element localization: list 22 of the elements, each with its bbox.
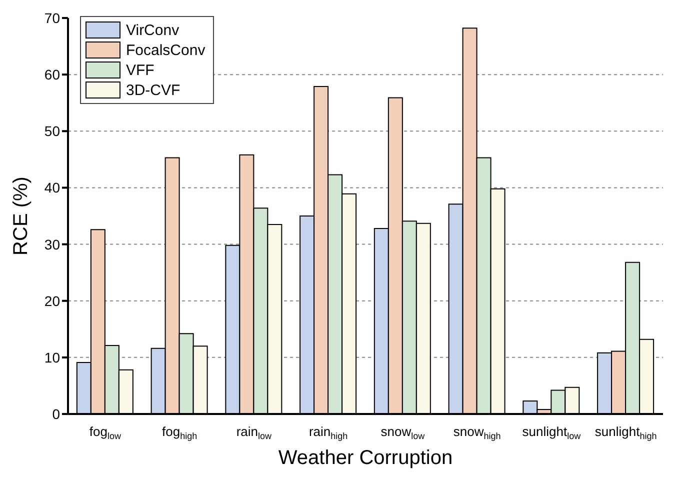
y-tick-label: 40 xyxy=(44,180,60,196)
legend-label: FocalsConv xyxy=(126,42,206,58)
x-axis-title: Weather Corruption xyxy=(278,447,453,469)
legend-label: 3D-CVF xyxy=(126,82,180,98)
legend-label: VFF xyxy=(126,62,154,78)
y-tick-label: 30 xyxy=(44,236,60,252)
x-tick-label: sunlight$_{low}$ xyxy=(522,424,582,441)
y-tick-label: 70 xyxy=(44,10,60,26)
x-tick-label: fog$_{low}$ xyxy=(89,424,122,441)
x-tick-label: rain$_{low}$ xyxy=(236,424,272,441)
y-axis-title: RCE (%) xyxy=(10,176,32,256)
x-tick-label: snow$_{high}$ xyxy=(453,424,501,441)
y-tick-label: 60 xyxy=(44,66,60,83)
x-tick-label: sunlight$_{high}$ xyxy=(594,424,657,441)
y-tick-label: 20 xyxy=(44,292,60,309)
legend-label: VirConv xyxy=(126,22,180,38)
y-tick-label: 50 xyxy=(44,123,60,140)
x-tick-label: fog$_{high}$ xyxy=(162,424,198,441)
x-tick-label: rain$_{high}$ xyxy=(308,424,348,441)
y-tick-label: 10 xyxy=(44,349,60,366)
y-tick-label: 0 xyxy=(52,406,60,422)
x-tick-label: snow$_{low}$ xyxy=(380,424,426,441)
